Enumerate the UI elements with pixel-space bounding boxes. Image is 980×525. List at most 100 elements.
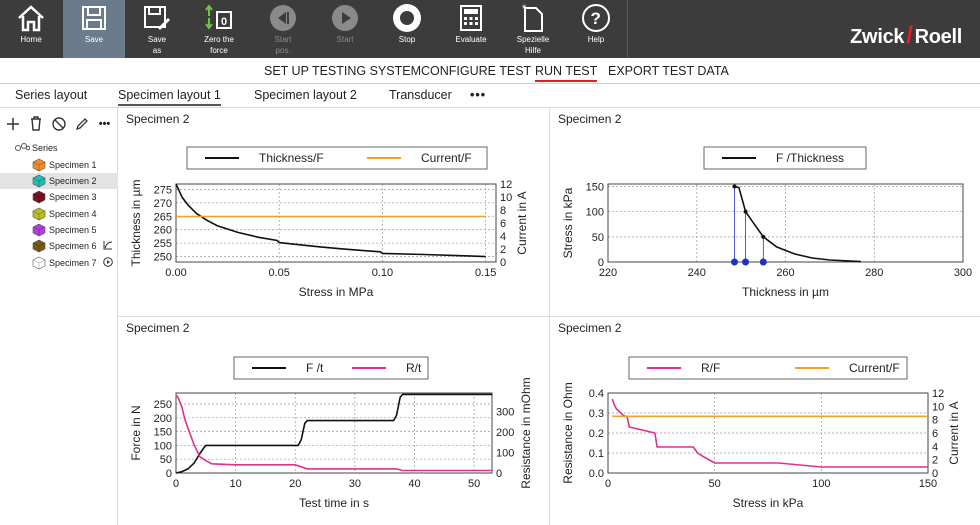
- resistance-stress-chart[interactable]: R/F Current/F0 50 100 1500.00.10.20.30.40246…: [550, 317, 980, 525]
- y-axis-label: Thickness in µm: [129, 180, 143, 267]
- brand-left: Zwick: [850, 26, 905, 48]
- y2-tick-label: 4: [932, 441, 938, 453]
- y-tick-label: 150: [154, 427, 172, 439]
- zero-force-icon: 0: [203, 2, 235, 34]
- menu-export[interactable]: EXPORT TEST DATA: [608, 64, 729, 78]
- add-icon[interactable]: [4, 115, 21, 132]
- start-label: Start: [336, 35, 354, 44]
- x-tick-label: 280: [865, 267, 883, 279]
- toolbar-separator: [627, 0, 628, 58]
- legend-label: R/t: [406, 361, 422, 375]
- save-button[interactable]: Save: [63, 0, 125, 58]
- y-tick-label: 0: [598, 257, 604, 269]
- specimen-item[interactable]: Specimen 7: [0, 255, 118, 271]
- baseline-point: [730, 258, 738, 266]
- tab-transducer[interactable]: Transducer: [389, 88, 452, 102]
- play-circle-icon[interactable]: [103, 257, 113, 269]
- data-point: [743, 209, 748, 214]
- save-as-label-1: Save: [147, 35, 167, 44]
- y-tick-label: 265: [154, 211, 172, 223]
- legend-label: Current/F: [849, 361, 900, 375]
- start-pos-button[interactable]: Start pos.: [261, 0, 305, 58]
- y-tick-label: 50: [592, 232, 604, 244]
- start-pos-label-2: pos.: [275, 46, 291, 55]
- y2-tick-label: 200: [496, 427, 514, 439]
- toolbar: Home Save Save as 0 Zero the force Start…: [0, 0, 980, 58]
- x-tick-label: 20: [289, 478, 301, 490]
- x-tick-label: 0.05: [269, 267, 290, 279]
- chart-3-title: Specimen 2: [126, 321, 190, 335]
- stress-thickness-chart[interactable]: F /Thickness 220 240 260 280 300 0 50 100 150 Thic…: [550, 108, 980, 316]
- menu-configure[interactable]: CONFIGURE TEST: [421, 64, 532, 78]
- y2-tick-label: 300: [496, 406, 514, 418]
- sidebar-more-button[interactable]: •••: [98, 117, 111, 130]
- brand-right: Roell: [914, 26, 963, 48]
- y2-tick-label: 10: [932, 401, 944, 413]
- specimen-item[interactable]: Specimen 2: [0, 173, 118, 189]
- specimen-item[interactable]: Specimen 4: [0, 206, 118, 222]
- zero-force-button[interactable]: 0 Zero the force: [196, 0, 242, 58]
- home-button[interactable]: Home: [8, 0, 54, 58]
- delete-icon[interactable]: [27, 115, 44, 132]
- tab-specimen-layout-2[interactable]: Specimen layout 2: [254, 88, 357, 102]
- x-tick-label: 30: [349, 478, 361, 490]
- x-tick-label: 0: [173, 478, 179, 490]
- chart-legend: [233, 356, 429, 380]
- plot-frame: [175, 183, 497, 263]
- series-node[interactable]: Series: [14, 142, 58, 154]
- specimen-item[interactable]: Specimen 6: [0, 238, 118, 254]
- special-help-label-1: Spezielle: [516, 35, 550, 44]
- y-tick-label: 275: [154, 184, 172, 196]
- series-icon: [14, 142, 31, 154]
- evaluate-button[interactable]: Evaluate: [448, 0, 494, 58]
- legend-label: Thickness/F: [259, 151, 324, 165]
- help-button[interactable]: ? Help: [574, 0, 618, 58]
- y2-tick-label: 4: [500, 231, 506, 243]
- legend-label: F /t: [306, 361, 324, 375]
- y-tick-label: 50: [160, 454, 172, 466]
- chart-1-title: Specimen 2: [126, 112, 190, 126]
- x-tick-label: 150: [919, 478, 937, 490]
- data-point: [761, 234, 766, 239]
- specimen-item[interactable]: Specimen 5: [0, 222, 118, 238]
- zero-force-label-2: force: [210, 46, 228, 55]
- stop-button[interactable]: Stop: [385, 0, 429, 58]
- menu-setup[interactable]: SET UP TESTING SYSTEM: [264, 64, 421, 78]
- sidebar-toolbar: •••: [4, 115, 113, 132]
- start-button[interactable]: Start: [323, 0, 367, 58]
- save-as-button[interactable]: Save as: [134, 0, 180, 58]
- y-tick-label: 0.3: [589, 408, 604, 420]
- thickness-stress-chart[interactable]: Thickness/F Current/F 0.00 0.05 0.10 0.15 250 2…: [118, 108, 549, 316]
- x-tick-label: 50: [468, 478, 480, 490]
- y2-tick-label: 2: [932, 455, 938, 467]
- block-icon[interactable]: [50, 115, 67, 132]
- home-icon: [16, 2, 46, 34]
- force-time-chart[interactable]: F /t R/t0 10 20 30 40 500501001502002500100200…: [118, 317, 549, 525]
- menu-run-test[interactable]: RUN TEST: [535, 64, 598, 82]
- x-tick-label: 0: [605, 478, 611, 490]
- x-tick-label: 240: [688, 267, 706, 279]
- tab-series-layout[interactable]: Series layout: [15, 88, 88, 102]
- edit-icon[interactable]: [73, 115, 90, 132]
- tab-specimen-layout-1[interactable]: Specimen layout 1: [118, 88, 221, 106]
- plot-frame: [607, 392, 929, 474]
- specimen-label: Specimen 1: [49, 160, 97, 170]
- brand-logo: Zwick/Roell: [850, 22, 962, 50]
- specimen-item[interactable]: Specimen 3: [0, 189, 118, 205]
- cube-icon: [32, 174, 46, 190]
- stop-icon: [392, 2, 422, 34]
- y-tick-label: 150: [586, 182, 604, 194]
- x-axis-label: Test time in s: [299, 496, 369, 510]
- document-star-icon: *: [521, 2, 545, 34]
- tabs-more-button[interactable]: •••: [470, 88, 487, 102]
- chart-panel-1: Specimen 2 Thickness/F Current/F 0.00 0.05 0…: [118, 108, 549, 316]
- save-label: Save: [84, 35, 104, 44]
- save-as-icon: [142, 2, 172, 34]
- chart-panel-4: Specimen 2 R/F Current/F 0 50 100 150 0.0 0.1 0.…: [550, 317, 980, 525]
- special-help-button[interactable]: * Spezielle Hilfe: [510, 0, 556, 58]
- y2-tick-label: 12: [500, 179, 512, 191]
- specimen-item[interactable]: Specimen 1: [0, 157, 118, 173]
- start-pos-label-1: Start: [274, 35, 292, 44]
- series-line: [175, 183, 486, 258]
